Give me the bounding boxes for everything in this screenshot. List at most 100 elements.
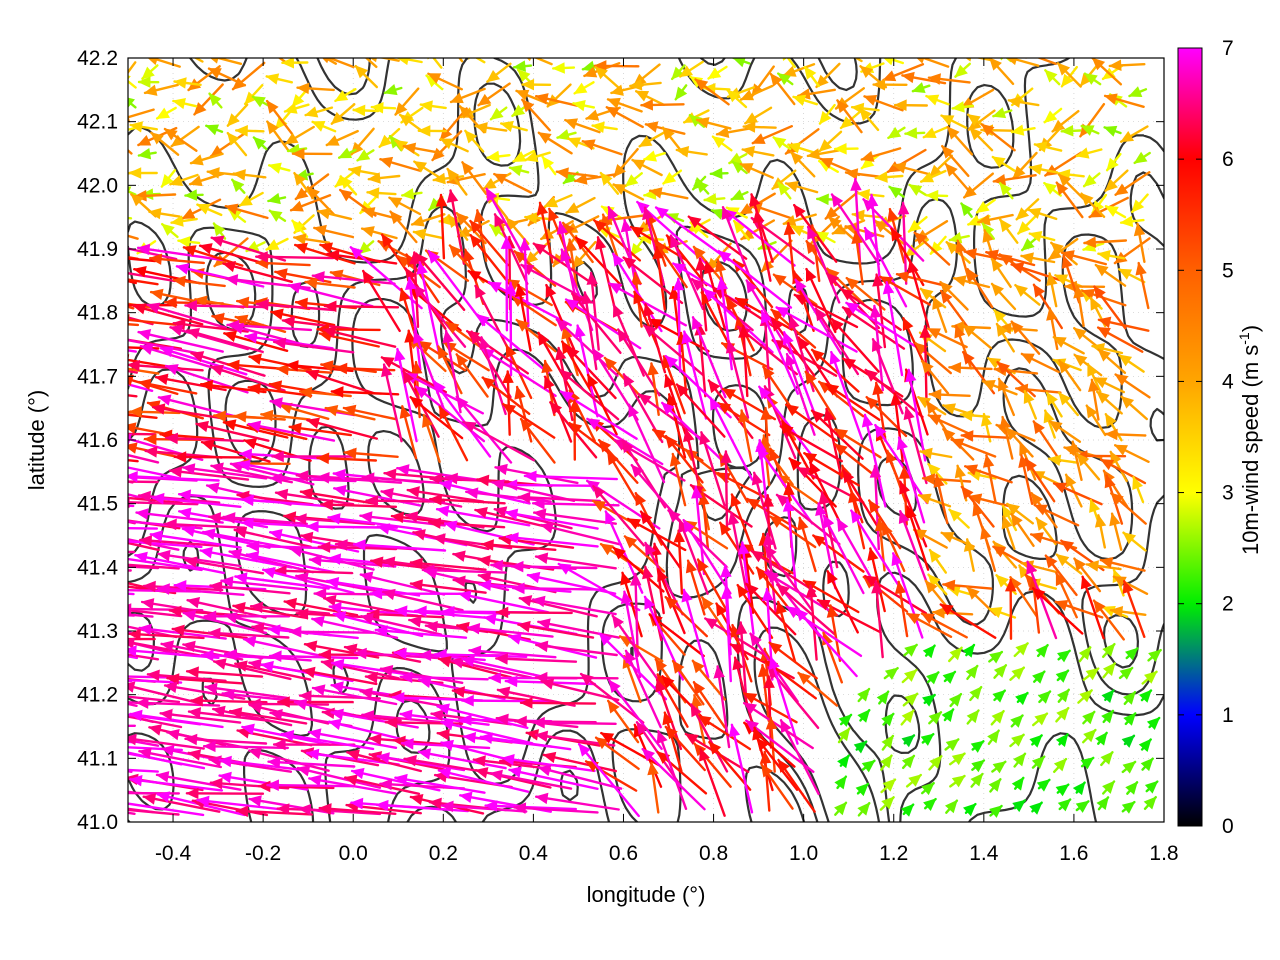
wind-arrow-head xyxy=(929,549,942,563)
wind-arrow-head xyxy=(128,733,137,746)
wind-arrow xyxy=(675,383,726,438)
wind-arrow-shaft xyxy=(151,496,242,508)
wind-arrow xyxy=(987,729,1000,745)
wind-arrow xyxy=(1056,688,1071,703)
wind-arrow-head xyxy=(102,580,114,590)
wind-arrow xyxy=(379,156,421,172)
wind-arrow-head xyxy=(311,684,326,696)
wind-arrow-head xyxy=(1114,373,1129,386)
wind-arrow-head xyxy=(860,156,875,169)
wind-arrow-head xyxy=(193,102,207,116)
wind-arrow-head xyxy=(49,607,60,617)
wind-arrow xyxy=(575,236,623,287)
wind-arrow xyxy=(280,730,375,751)
wind-arrow-head xyxy=(505,344,517,359)
wind-arrow-head xyxy=(623,373,635,388)
wind-arrow xyxy=(691,659,727,701)
wind-arrow xyxy=(842,469,881,531)
wind-arrow-head xyxy=(1104,178,1118,192)
wind-arrow-head xyxy=(413,160,428,173)
wind-arrow xyxy=(988,778,1002,793)
wind-arrow-head xyxy=(769,515,784,528)
wind-arrow-head xyxy=(491,479,505,491)
wind-arrow xyxy=(1060,250,1108,266)
wind-arrow-head xyxy=(662,711,674,726)
wind-arrow-shaft xyxy=(750,193,774,263)
wind-arrow-head xyxy=(156,107,171,119)
wind-arrow-head xyxy=(535,640,549,653)
wind-arrow-head xyxy=(1097,316,1112,328)
wind-arrow-head xyxy=(462,731,477,744)
wind-arrow-head xyxy=(1078,646,1092,660)
wind-arrow-head xyxy=(1072,781,1086,796)
wind-arrow xyxy=(756,737,799,791)
wind-arrow xyxy=(128,383,154,392)
wind-arrow xyxy=(777,758,816,813)
wind-arrow xyxy=(222,260,293,283)
wind-arrow-head xyxy=(504,508,519,521)
wind-arrow-shaft xyxy=(280,732,375,751)
wind-arrow xyxy=(939,280,969,311)
wind-arrow-head xyxy=(458,714,472,726)
wind-arrow xyxy=(311,615,399,639)
wind-arrow xyxy=(306,417,378,440)
wind-arrow xyxy=(541,155,557,176)
wind-arrow-shaft xyxy=(433,653,528,658)
wind-arrow xyxy=(709,396,754,481)
wind-arrow-shaft xyxy=(576,324,599,418)
wind-arrow-head xyxy=(220,576,234,588)
wind-arrow-shaft xyxy=(311,617,399,639)
wind-arrow xyxy=(138,747,223,769)
wind-arrow-head xyxy=(1029,734,1043,748)
wind-arrow-head xyxy=(671,66,685,80)
wind-arrow xyxy=(968,126,994,152)
wind-arrow-head xyxy=(430,709,444,721)
wind-arrow-head xyxy=(1054,274,1069,286)
wind-arrow xyxy=(775,306,858,353)
wind-arrow xyxy=(532,242,597,287)
wind-arrow xyxy=(1082,710,1096,725)
wind-arrow xyxy=(857,687,871,703)
wind-arrow xyxy=(654,206,731,262)
wind-arrow-shaft xyxy=(317,545,398,551)
wind-arrow-shaft xyxy=(428,521,506,529)
wind-arrow xyxy=(366,187,397,199)
wind-arrow-head xyxy=(887,207,899,222)
wind-arrow xyxy=(834,775,848,790)
wind-arrow xyxy=(1130,193,1149,214)
wind-arrow-head xyxy=(132,303,147,315)
wind-arrow xyxy=(1085,404,1107,437)
wind-arrow-head xyxy=(636,721,649,736)
wind-arrow-shaft xyxy=(202,745,289,750)
wind-arrow xyxy=(519,697,597,709)
wind-arrow-shaft xyxy=(128,649,220,659)
wind-arrow-head xyxy=(228,707,243,719)
wind-arrow xyxy=(1114,171,1151,196)
wind-arrow-head xyxy=(417,125,431,137)
wind-arrow-shaft xyxy=(841,306,906,350)
wind-arrow-head xyxy=(476,313,490,327)
wind-arrow-head xyxy=(648,187,663,199)
wind-arrow-head xyxy=(1073,354,1088,367)
wind-arrow-shaft xyxy=(704,617,773,661)
wind-arrow-head xyxy=(1007,96,1022,108)
wind-arrow xyxy=(308,774,397,795)
wind-arrow xyxy=(740,84,774,101)
wind-arrow xyxy=(999,415,1014,460)
wind-arrow-head xyxy=(782,498,795,512)
wind-arrow-head xyxy=(806,268,817,282)
wind-arrow-head xyxy=(908,184,923,196)
wind-arrow-head xyxy=(655,206,669,219)
wind-arrow-head xyxy=(474,507,488,519)
wind-arrow xyxy=(128,681,201,705)
wind-arrow-head xyxy=(901,71,915,84)
wind-arrow-head xyxy=(170,215,184,227)
wind-arrow-head xyxy=(864,227,876,242)
wind-arrow xyxy=(896,436,926,524)
wind-arrow xyxy=(255,299,336,312)
wind-arrow-head xyxy=(182,640,196,653)
wind-arrow-head xyxy=(46,498,57,508)
wind-arrow-head xyxy=(502,403,517,416)
wind-arrow-head xyxy=(945,241,960,255)
wind-arrow-head xyxy=(920,733,935,746)
